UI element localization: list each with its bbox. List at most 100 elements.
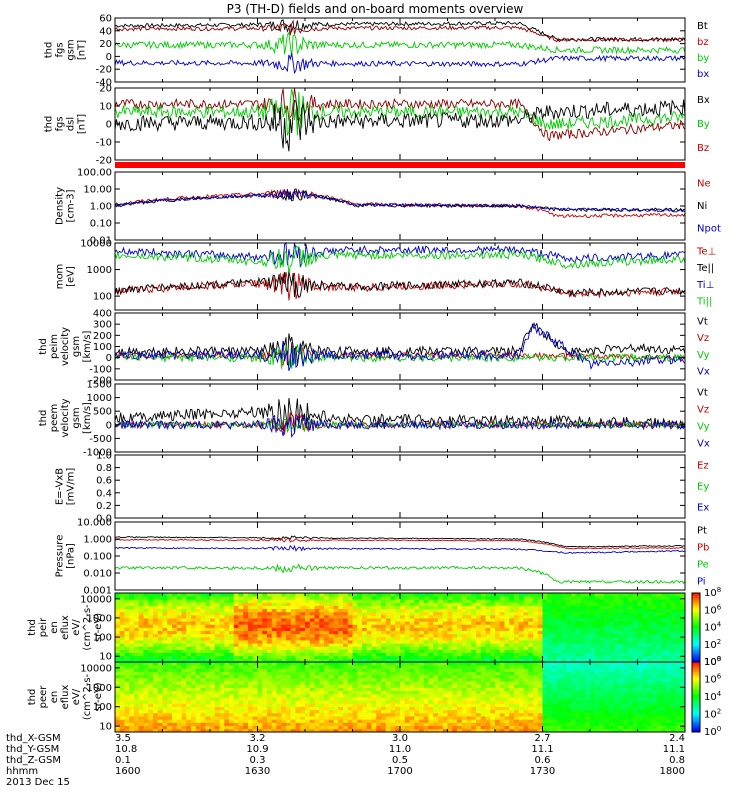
heatmap-cell — [381, 716, 386, 720]
heatmap-cell — [220, 618, 225, 622]
heatmap-cell — [234, 684, 239, 688]
heatmap-cell — [243, 634, 248, 638]
heatmap-cell — [657, 649, 662, 653]
heatmap-cell — [410, 700, 415, 704]
heatmap-cell — [400, 621, 405, 625]
heatmap-cell — [676, 631, 681, 635]
heatmap-cell — [362, 596, 367, 600]
heatmap-cell — [571, 628, 576, 632]
heatmap-cell — [267, 634, 272, 638]
heatmap-cell — [296, 631, 301, 635]
heatmap-cell — [462, 649, 467, 653]
heatmap-cell — [163, 716, 168, 720]
heatmap-cell — [277, 640, 282, 644]
heatmap-cell — [144, 675, 149, 679]
heatmap-cell — [167, 649, 172, 653]
heatmap-cell — [538, 612, 543, 616]
heatmap-cell — [338, 602, 343, 606]
heatmap-cell — [414, 624, 419, 628]
heatmap-cell — [633, 631, 638, 635]
heatmap-cell — [310, 672, 315, 676]
heatmap-cell — [452, 628, 457, 632]
heatmap-cell — [201, 710, 206, 714]
heatmap-cell — [438, 716, 443, 720]
heatmap-cell — [262, 697, 267, 701]
heatmap-cell — [367, 656, 372, 660]
heatmap-cell — [362, 662, 367, 666]
heatmap-cell — [500, 662, 505, 666]
heatmap-cell — [262, 602, 267, 606]
heatmap-cell — [267, 599, 272, 603]
heatmap-cell — [619, 646, 624, 650]
heatmap-cell — [324, 672, 329, 676]
heatmap-cell — [267, 713, 272, 717]
heatmap-cell — [210, 640, 215, 644]
heatmap-cell — [410, 628, 415, 632]
heatmap-cell — [448, 615, 453, 619]
heatmap-cell — [191, 703, 196, 707]
heatmap-cell — [391, 634, 396, 638]
heatmap-cell — [291, 634, 296, 638]
heatmap-cell — [566, 649, 571, 653]
heatmap-cell — [657, 628, 662, 632]
heatmap-cell — [239, 726, 244, 730]
heatmap-cell — [372, 710, 377, 714]
heatmap-cell — [471, 713, 476, 717]
heatmap-cell — [633, 624, 638, 628]
heatmap-cell — [372, 612, 377, 616]
series-line-By — [115, 89, 685, 136]
heatmap-cell — [367, 694, 372, 698]
heatmap-cell — [481, 707, 486, 711]
heatmap-cell — [196, 719, 201, 723]
heatmap-cell — [334, 602, 339, 606]
heatmap-cell — [343, 707, 348, 711]
heatmap-cell — [604, 621, 609, 625]
legend-entry: Vt — [697, 388, 708, 399]
heatmap-cell — [448, 678, 453, 682]
heatmap-cell — [486, 665, 491, 669]
heatmap-cell — [148, 684, 153, 688]
heatmap-cell — [139, 672, 144, 676]
heatmap-cell — [519, 634, 524, 638]
heatmap-cell — [353, 665, 358, 669]
heatmap-cell — [391, 640, 396, 644]
heatmap-cell — [547, 646, 552, 650]
heatmap-cell — [243, 675, 248, 679]
heatmap-cell — [296, 643, 301, 647]
heatmap-cell — [153, 602, 158, 606]
heatmap-cell — [509, 596, 514, 600]
heatmap-cell — [125, 691, 130, 695]
heatmap-cell — [167, 599, 172, 603]
heatmap-cell — [262, 678, 267, 682]
heatmap-cell — [652, 653, 657, 657]
heatmap-cell — [334, 662, 339, 666]
heatmap-cell — [471, 649, 476, 653]
heatmap-cell — [395, 609, 400, 613]
heatmap-cell — [144, 668, 149, 672]
heatmap-cell — [305, 719, 310, 723]
heatmap-cell — [205, 678, 210, 682]
heatmap-cell — [357, 668, 362, 672]
heatmap-cell — [481, 710, 486, 714]
heatmap-cell — [296, 684, 301, 688]
heatmap-cell — [476, 656, 481, 660]
heatmap-cell — [324, 643, 329, 647]
heatmap-cell — [391, 621, 396, 625]
heatmap-cell — [139, 628, 144, 632]
heatmap-cell — [191, 593, 196, 597]
heatmap-cell — [429, 687, 434, 691]
heatmap-cell — [239, 703, 244, 707]
heatmap-cell — [353, 694, 358, 698]
heatmap-cell — [224, 653, 229, 657]
heatmap-cell — [448, 672, 453, 676]
heatmap-cell — [657, 618, 662, 622]
heatmap-cell — [666, 615, 671, 619]
heatmap-cell — [438, 681, 443, 685]
heatmap-cell — [281, 662, 286, 666]
heatmap-cell — [429, 606, 434, 610]
heatmap-cell — [134, 697, 139, 701]
heatmap-cell — [305, 707, 310, 711]
heatmap-cell — [571, 618, 576, 622]
heatmap-cell — [286, 628, 291, 632]
heatmap-cell — [215, 612, 220, 616]
